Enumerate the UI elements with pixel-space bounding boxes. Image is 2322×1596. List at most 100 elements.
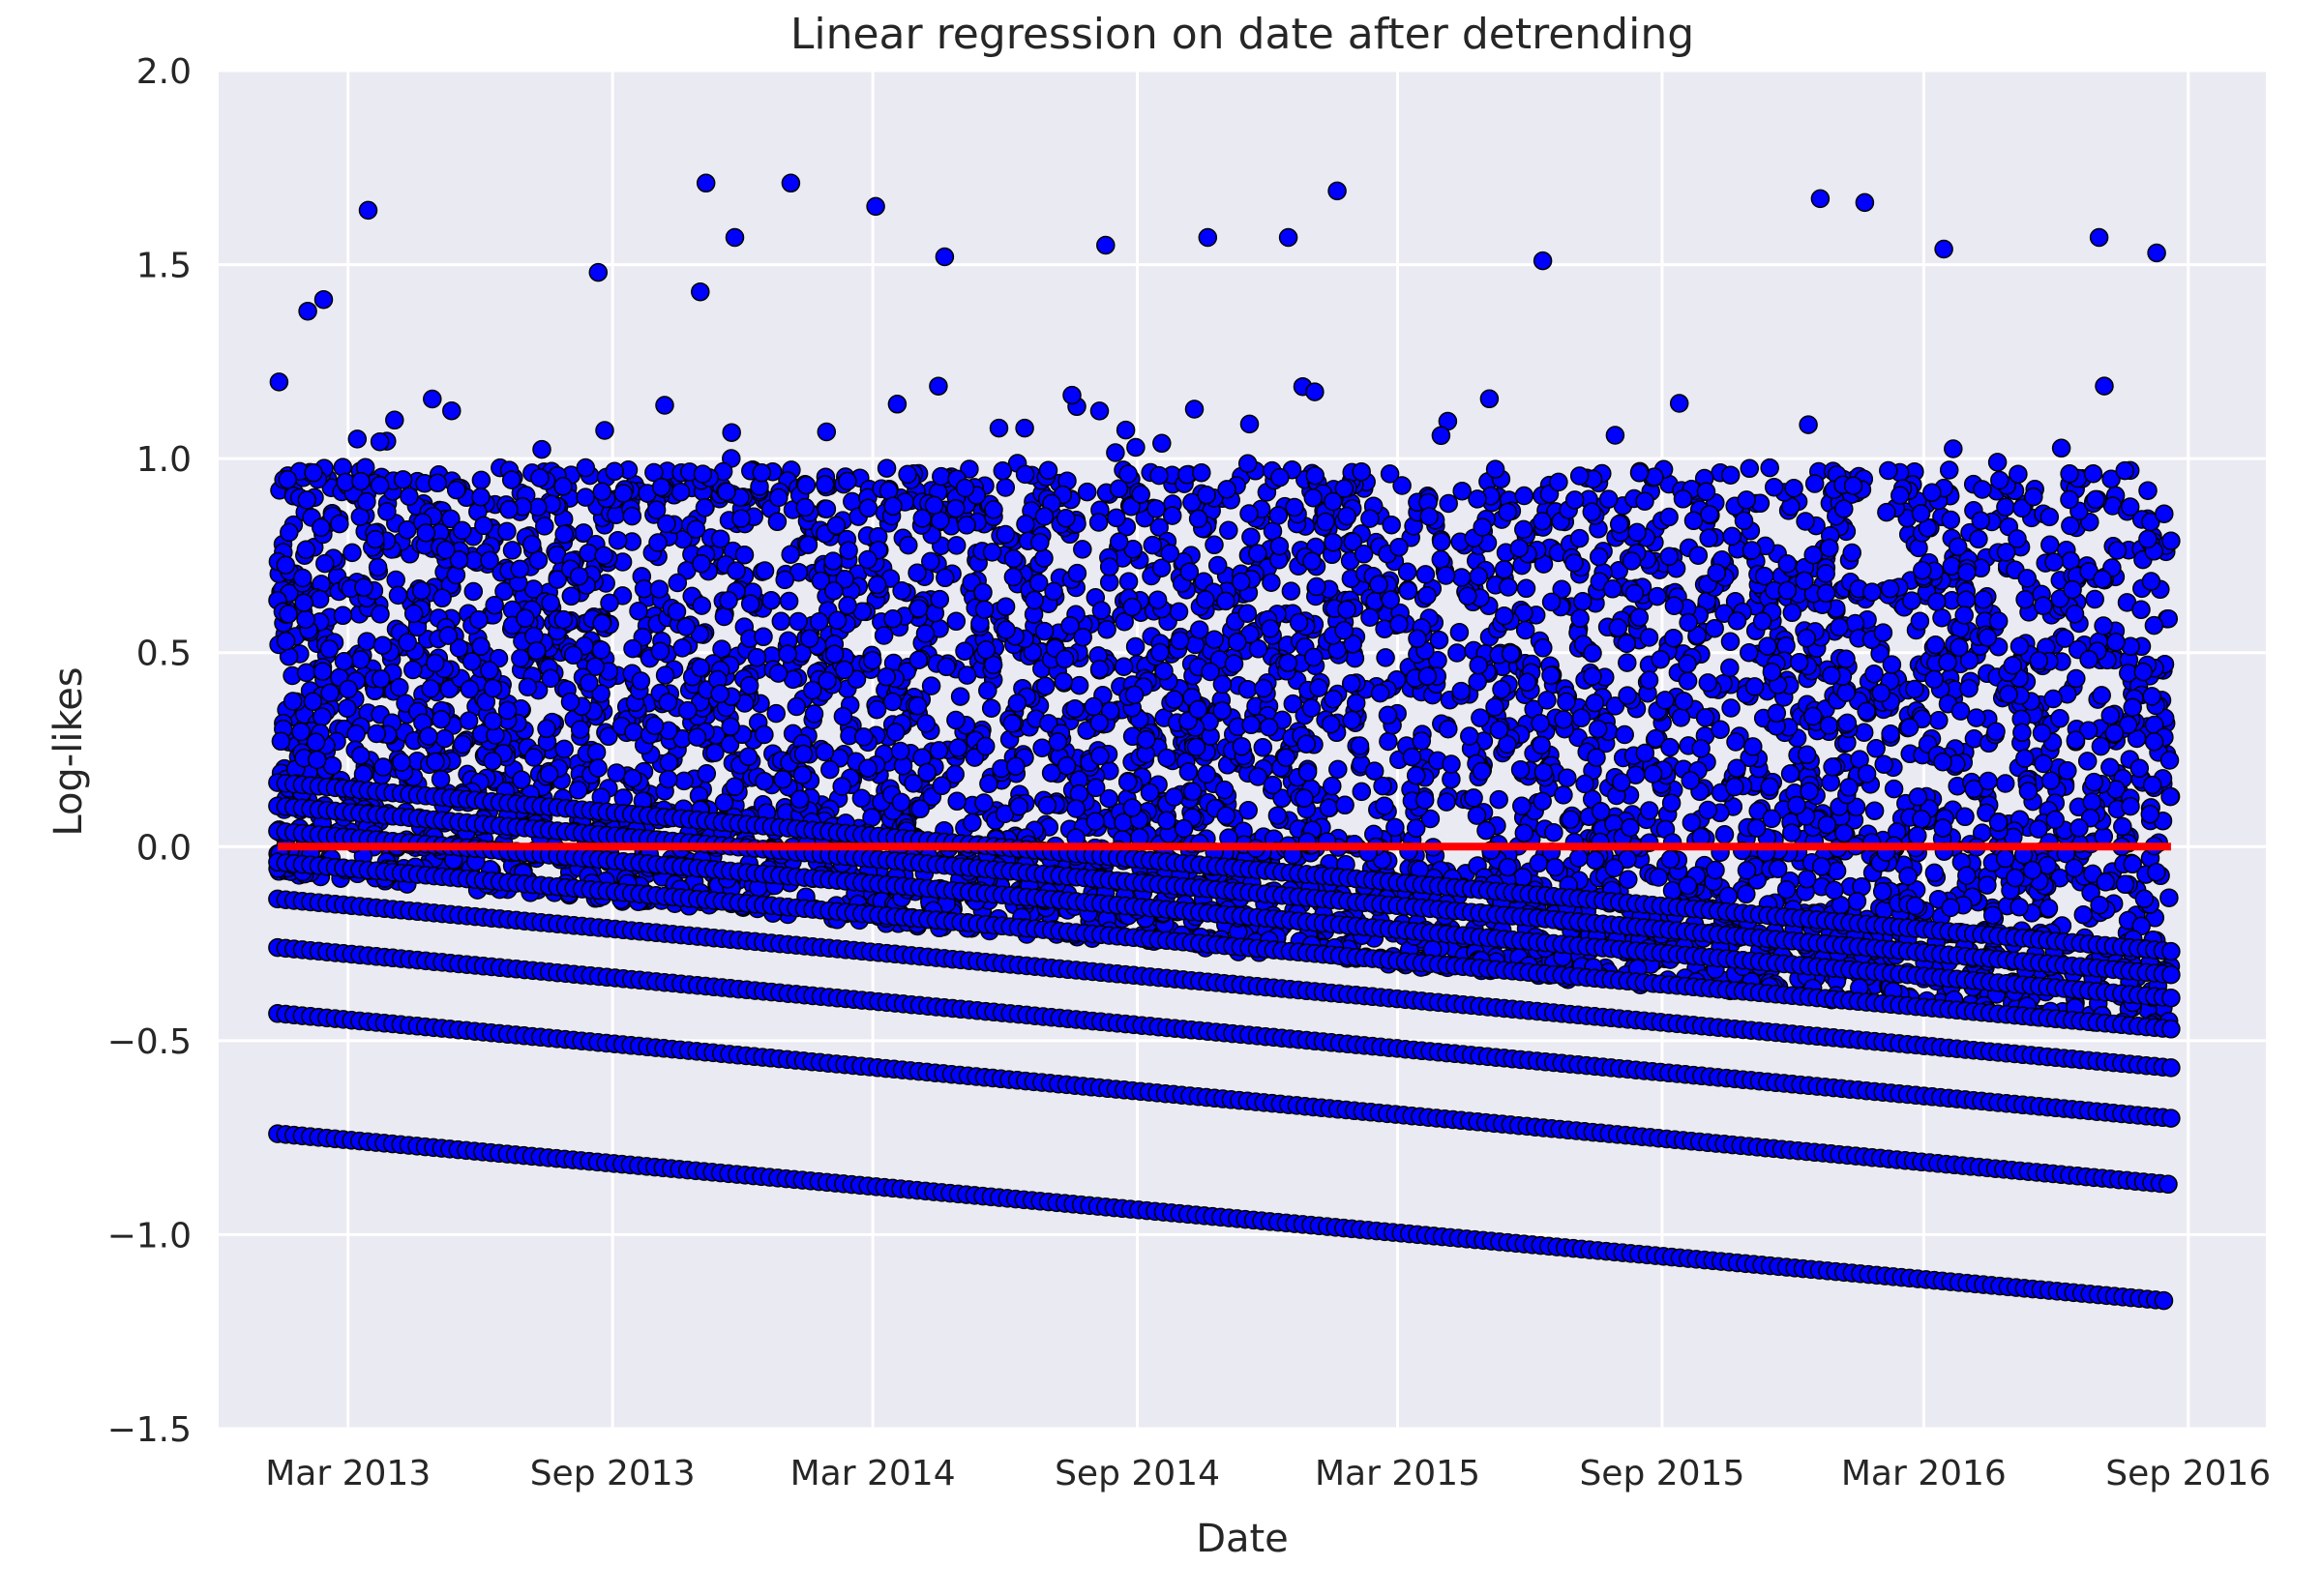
scatter-point bbox=[2121, 796, 2140, 816]
scatter-point bbox=[1740, 642, 1759, 663]
scatter-point bbox=[1089, 401, 1110, 421]
scatter-point bbox=[1899, 718, 1920, 737]
scatter-point bbox=[725, 777, 745, 796]
scatter-point bbox=[978, 681, 997, 700]
scatter-point bbox=[497, 700, 518, 721]
scatter-point bbox=[1938, 652, 1957, 672]
scatter-point bbox=[1035, 676, 1056, 696]
scatter-point bbox=[1996, 543, 2016, 562]
scatter-point bbox=[2129, 758, 2150, 779]
scatter-point bbox=[982, 543, 1002, 562]
scatter-point bbox=[535, 517, 554, 536]
scatter-point bbox=[1471, 708, 1490, 727]
scatter-point bbox=[310, 589, 330, 609]
scatter-point bbox=[1509, 538, 1530, 558]
scatter-point bbox=[908, 650, 929, 670]
scatter-point bbox=[1575, 774, 1594, 794]
scatter-point bbox=[2039, 899, 2059, 918]
scatter-point bbox=[1782, 603, 1802, 623]
scatter-point bbox=[1009, 797, 1029, 816]
scatter-point bbox=[1089, 713, 1110, 732]
scatter-point bbox=[1910, 611, 1930, 631]
scatter-point bbox=[471, 636, 491, 657]
scatter-point bbox=[976, 639, 996, 660]
scatter-point bbox=[1570, 608, 1590, 629]
scatter-point bbox=[1319, 798, 1339, 817]
scatter-point bbox=[333, 606, 353, 626]
scatter-point bbox=[2077, 752, 2098, 771]
scatter-point bbox=[950, 687, 970, 706]
scatter-point bbox=[1882, 655, 1902, 674]
scatter-point bbox=[658, 769, 678, 789]
scatter-point bbox=[644, 462, 664, 483]
scatter-point bbox=[2012, 723, 2032, 743]
scatter-point bbox=[580, 673, 599, 693]
scatter-point bbox=[1214, 780, 1235, 800]
scatter-point bbox=[932, 776, 952, 796]
scatter-point bbox=[1241, 527, 1261, 547]
scatter-point bbox=[346, 724, 366, 744]
scatter-point bbox=[1966, 708, 1986, 727]
scatter-point bbox=[963, 813, 982, 833]
scatter-point bbox=[1517, 672, 1537, 693]
scatter-point bbox=[695, 498, 715, 517]
scatter-point bbox=[1933, 818, 1952, 838]
scatter-point bbox=[1734, 511, 1754, 531]
scatter-point bbox=[1618, 653, 1637, 672]
scatter-point bbox=[1088, 513, 1109, 532]
scatter-point bbox=[453, 734, 472, 754]
scatter-point bbox=[1836, 683, 1856, 702]
scatter-point bbox=[1324, 532, 1343, 552]
scatter-point bbox=[1621, 817, 1640, 838]
scatter-point bbox=[1929, 711, 1949, 730]
scatter-point bbox=[1489, 789, 1508, 810]
scatter-point bbox=[910, 799, 930, 819]
scatter-point bbox=[2051, 438, 2071, 458]
scatter-point bbox=[1787, 795, 1806, 815]
scatter-point bbox=[1902, 591, 1921, 610]
scatter-point bbox=[1297, 762, 1318, 783]
scatter-point bbox=[1452, 481, 1472, 501]
scatter-point bbox=[878, 481, 899, 501]
scatter-point bbox=[1726, 732, 1745, 752]
scatter-point bbox=[1352, 782, 1372, 802]
scatter-point bbox=[800, 629, 819, 648]
scatter-point bbox=[463, 581, 484, 602]
scatter-point bbox=[1803, 545, 1823, 565]
scatter-point bbox=[554, 524, 574, 545]
scatter-point bbox=[710, 529, 730, 548]
scatter-point bbox=[1939, 460, 1959, 480]
scatter-point bbox=[1830, 617, 1849, 637]
scatter-point bbox=[823, 551, 843, 571]
scatter-point bbox=[1091, 601, 1112, 620]
scatter-point bbox=[1084, 696, 1104, 717]
scatter-point bbox=[1721, 698, 1741, 718]
scatter-point bbox=[1188, 699, 1208, 720]
scatter-point bbox=[1439, 493, 1458, 514]
scatter-point bbox=[2050, 709, 2069, 728]
scatter-point bbox=[1285, 497, 1304, 517]
scatter-point bbox=[1385, 817, 1405, 838]
scatter-point bbox=[1116, 420, 1136, 440]
scatter-point bbox=[1239, 504, 1259, 523]
scatter-point bbox=[1982, 905, 2003, 925]
scatter-point bbox=[1417, 585, 1437, 606]
scatter-point bbox=[921, 676, 941, 695]
scatter-point bbox=[1817, 814, 1837, 835]
scatter-point bbox=[2043, 689, 2063, 709]
scatter-point bbox=[2067, 668, 2086, 689]
scatter-point bbox=[1032, 738, 1052, 757]
scatter-point bbox=[655, 665, 675, 685]
scatter-point bbox=[1531, 714, 1550, 733]
scatter-point bbox=[974, 600, 995, 619]
scatter-point bbox=[1588, 719, 1608, 739]
scatter-point bbox=[366, 529, 385, 549]
scatter-point bbox=[1768, 859, 1788, 878]
scatter-point bbox=[1174, 818, 1194, 839]
scatter-point bbox=[1146, 499, 1166, 518]
scatter-point bbox=[1437, 792, 1456, 812]
scatter-point bbox=[1375, 796, 1394, 815]
scatter-point bbox=[1118, 572, 1139, 591]
scatter-point bbox=[996, 478, 1016, 497]
scatter-point bbox=[817, 499, 837, 518]
